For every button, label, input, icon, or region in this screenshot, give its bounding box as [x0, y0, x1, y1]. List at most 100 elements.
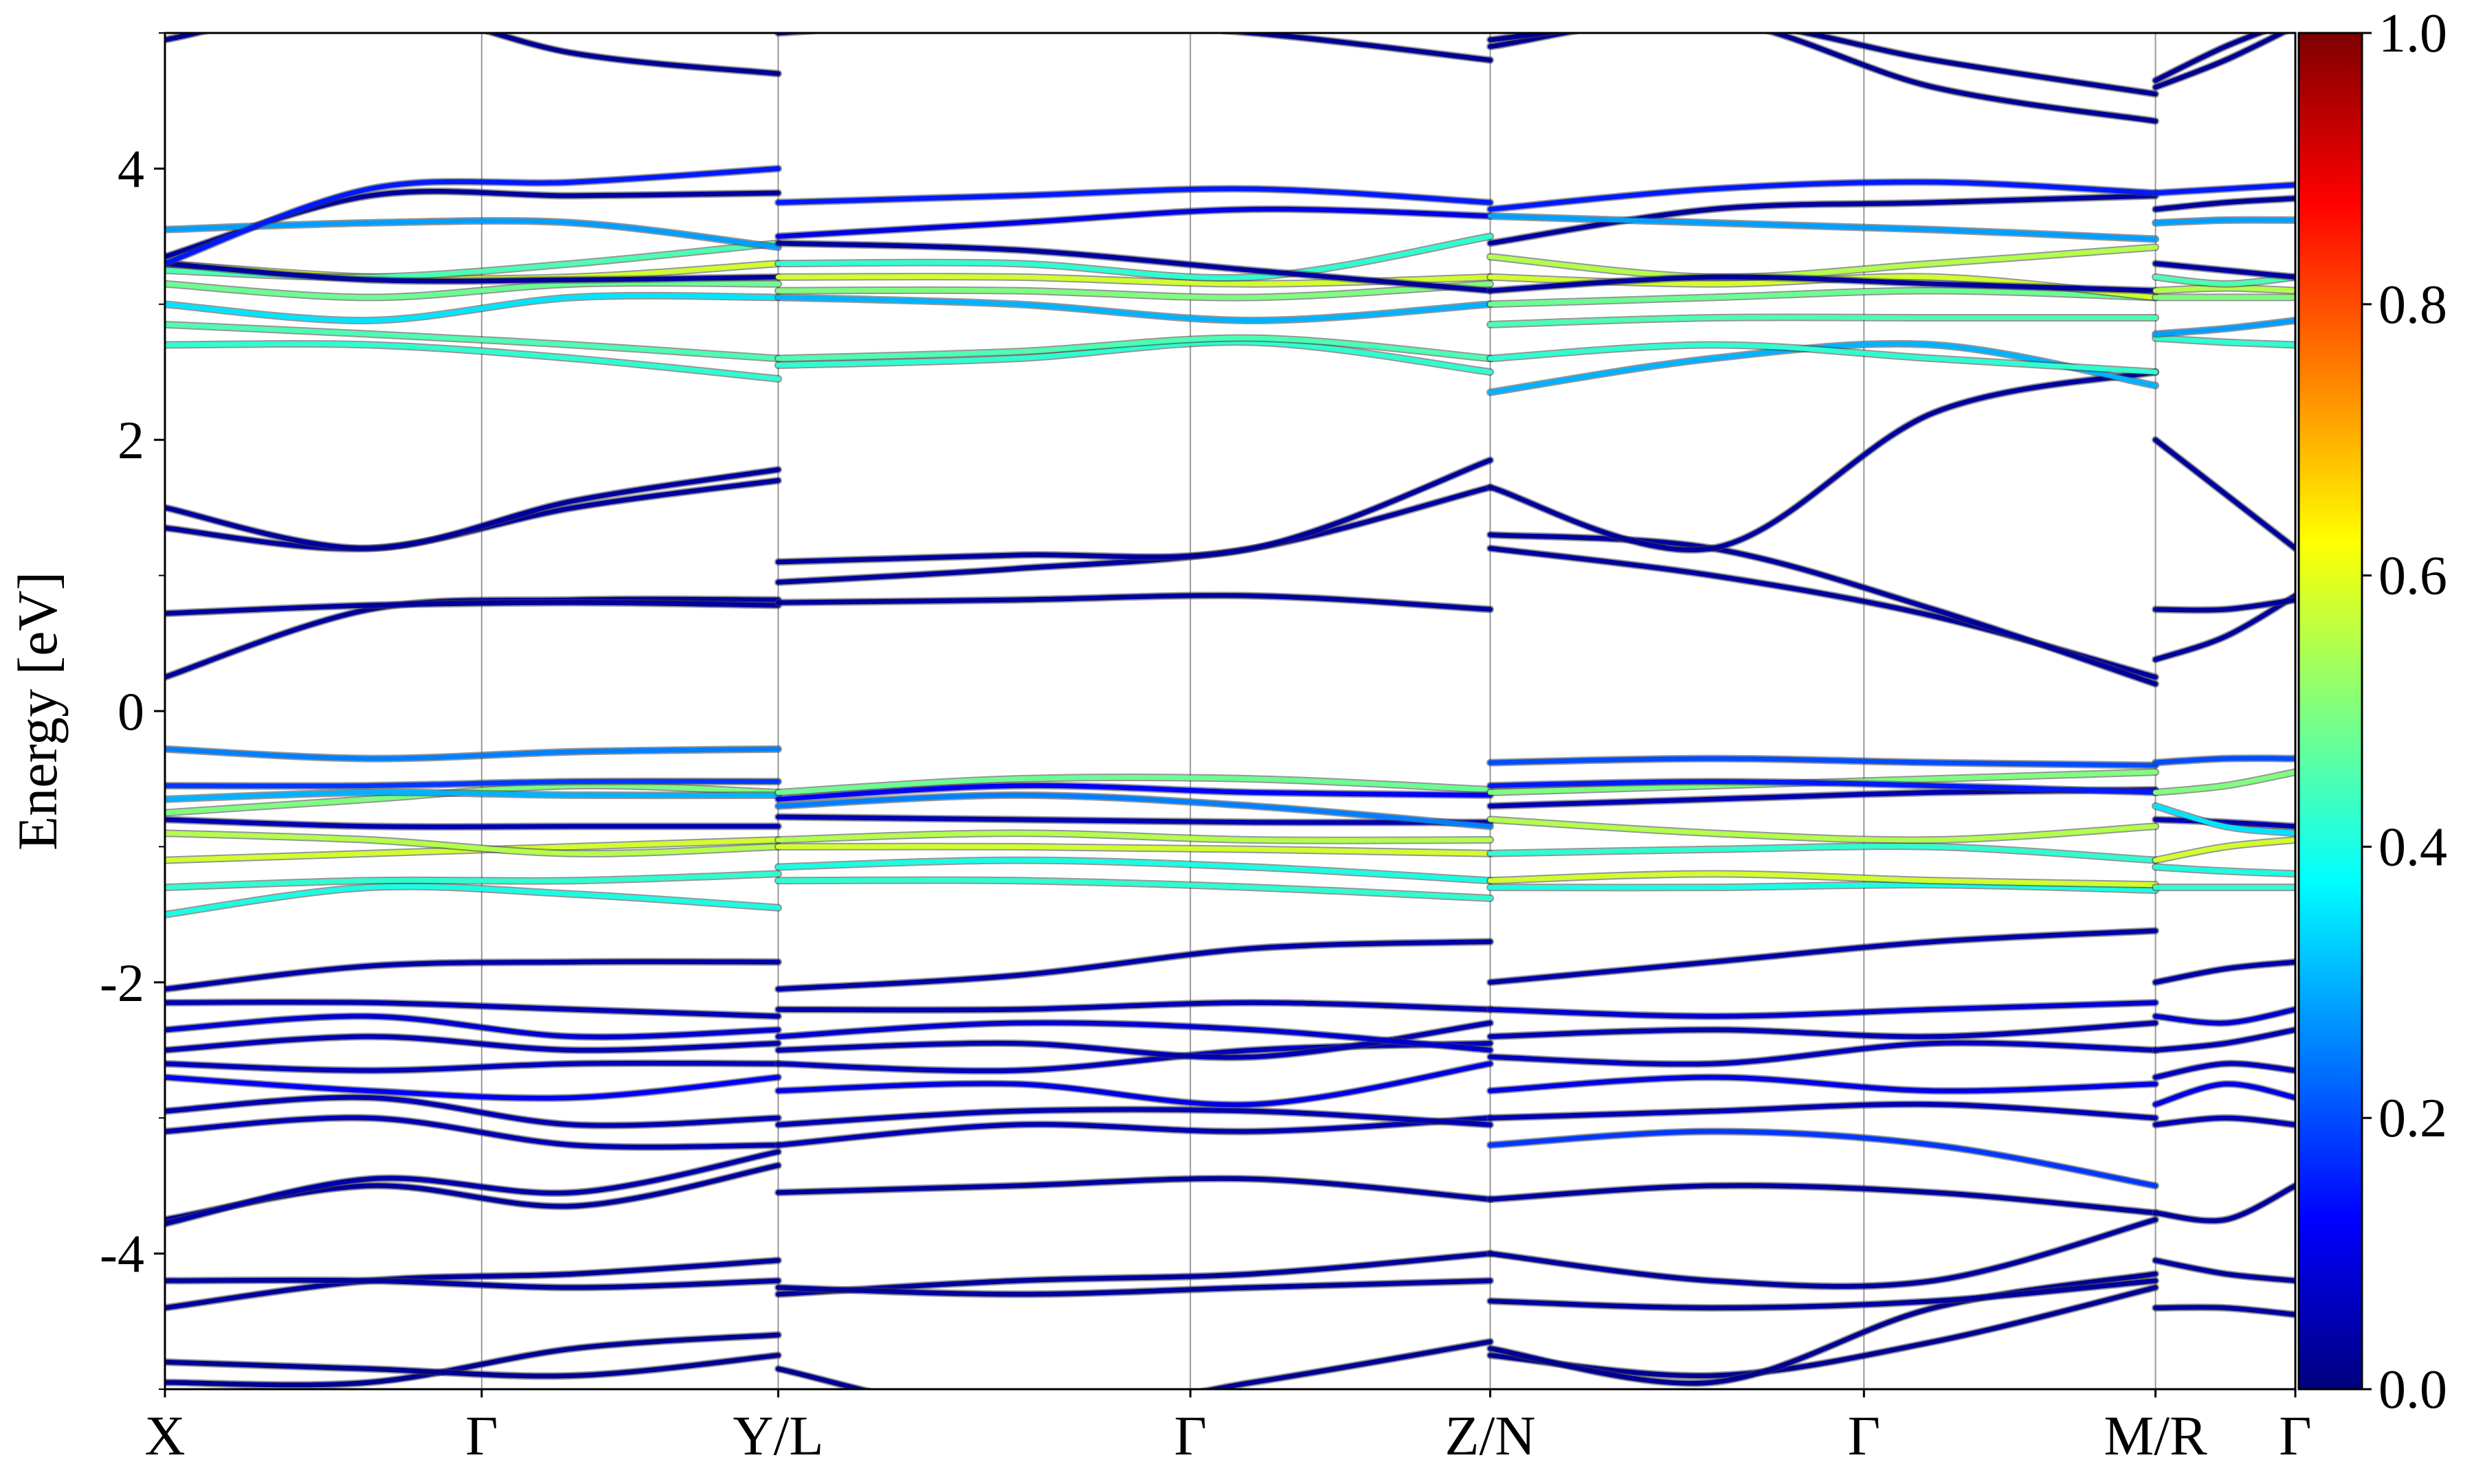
- y-tick-label: 2: [118, 410, 144, 470]
- band-line: [775, 1061, 1493, 1108]
- band-line: [2153, 33, 2266, 83]
- band-line: [775, 877, 1493, 901]
- band-line: [1488, 33, 2158, 97]
- band-line: [775, 844, 1493, 856]
- x-tick-label: Z/N: [1445, 1404, 1535, 1467]
- band-line: [1488, 1217, 2158, 1289]
- band-line: [2153, 1115, 2295, 1127]
- band-line: [165, 1115, 781, 1150]
- band-line: [2153, 1258, 2295, 1283]
- band-line: [775, 1339, 1493, 1389]
- band-line: [1488, 1183, 2158, 1215]
- band-line: [2153, 261, 2295, 280]
- band-line: [2153, 1183, 2295, 1224]
- band-line: [775, 339, 1493, 374]
- band-line: [165, 33, 781, 76]
- band-line: [775, 792, 1493, 829]
- x-tick-label: Γ: [1848, 1404, 1880, 1467]
- band-line: [2153, 285, 2295, 293]
- colorbar-tick-label: 1.0: [2378, 3, 2447, 64]
- band-line: [1488, 1020, 2158, 1039]
- band-line: [1488, 288, 2158, 307]
- band-line: [1488, 817, 2158, 843]
- band-line: [165, 166, 781, 267]
- band-line: [165, 746, 781, 761]
- band-line: [2153, 837, 2295, 863]
- band-line: [165, 778, 781, 789]
- colorbar-tick-label: 0.6: [2378, 546, 2447, 607]
- band-line: [775, 1020, 1493, 1053]
- colorbar-tick-label: 0.4: [2378, 817, 2447, 877]
- colorbar-tick-label: 0.8: [2378, 275, 2447, 335]
- band-line: [775, 1176, 1493, 1202]
- band-line: [165, 817, 781, 830]
- band-line: [165, 884, 781, 917]
- band-line: [775, 335, 1493, 361]
- band-line: [1488, 370, 2158, 552]
- band-line: [165, 831, 781, 856]
- colorbar-gradient: [2297, 32, 2363, 1391]
- band-line: [165, 1353, 781, 1379]
- band-line: [775, 814, 1493, 825]
- band-line: [2153, 217, 2295, 225]
- band-line: [165, 600, 781, 616]
- band-line: [775, 186, 1493, 205]
- band-line: [165, 322, 781, 361]
- colorbar-tick-label: 0.0: [2378, 1360, 2447, 1420]
- band-line: [2153, 756, 2295, 765]
- band-line: [165, 789, 781, 802]
- band-line: [1488, 1278, 2158, 1311]
- band-line: [775, 831, 1493, 843]
- band-line: [1488, 274, 2158, 293]
- band-line: [165, 467, 781, 551]
- band-line: [775, 593, 1493, 612]
- band-line: [165, 1075, 781, 1101]
- band-line: [2153, 959, 2295, 985]
- band-line: [165, 293, 781, 324]
- y-tick-label: 4: [118, 139, 144, 199]
- band-line: [2153, 1007, 2295, 1026]
- band-line: [775, 774, 1493, 795]
- band-line: [1488, 179, 2158, 212]
- y-tick-label: -2: [100, 953, 144, 1013]
- x-tick-label: Γ: [2279, 1404, 2311, 1467]
- band-line: [2153, 1061, 2295, 1080]
- band-line: [775, 458, 1493, 565]
- band-line: [165, 261, 781, 284]
- band-line: [165, 1149, 781, 1226]
- band-line: [775, 1041, 1493, 1074]
- band-line: [2153, 864, 2295, 877]
- band-line: [775, 240, 1493, 293]
- band-line: [165, 1094, 781, 1128]
- band-line: [1488, 756, 2158, 768]
- band-line: [2153, 597, 2295, 613]
- x-tick-label: M/R: [2104, 1404, 2207, 1467]
- band-line: [1488, 1271, 2158, 1386]
- band-line: [1488, 1101, 2158, 1121]
- band-line: [1488, 779, 2158, 795]
- band-line: [1488, 1000, 2158, 1019]
- band-line: [1488, 33, 2158, 124]
- plot-background: [165, 33, 2295, 1389]
- band-line: [165, 959, 781, 992]
- band-line: [165, 1258, 781, 1311]
- y-tick-label: 0: [118, 682, 144, 741]
- band-line: [2153, 182, 2295, 196]
- x-axis: X Γ Y/L Γ Z/N Γ M/R Γ: [144, 1389, 2312, 1467]
- band-line: [1488, 928, 2158, 985]
- band-line: [775, 939, 1493, 992]
- band-line: [165, 341, 781, 381]
- band-line: [1488, 871, 2158, 888]
- band-line: [2153, 437, 2295, 551]
- y-axis: 4 2 0 -2 -4: [100, 32, 165, 1390]
- colorbar: 0.0 0.2 0.4 0.6 0.8 1.0: [2297, 3, 2447, 1420]
- band-line: [165, 871, 781, 890]
- colorbar-ticks: 0.0 0.2 0.4 0.6 0.8 1.0: [2362, 3, 2447, 1420]
- band-line: [775, 234, 1493, 280]
- colorbar-tick-label: 0.2: [2378, 1088, 2447, 1149]
- band-line: [165, 1277, 781, 1290]
- band-line: [2153, 817, 2295, 829]
- band-line: [165, 1332, 781, 1388]
- band-line: [775, 206, 1493, 239]
